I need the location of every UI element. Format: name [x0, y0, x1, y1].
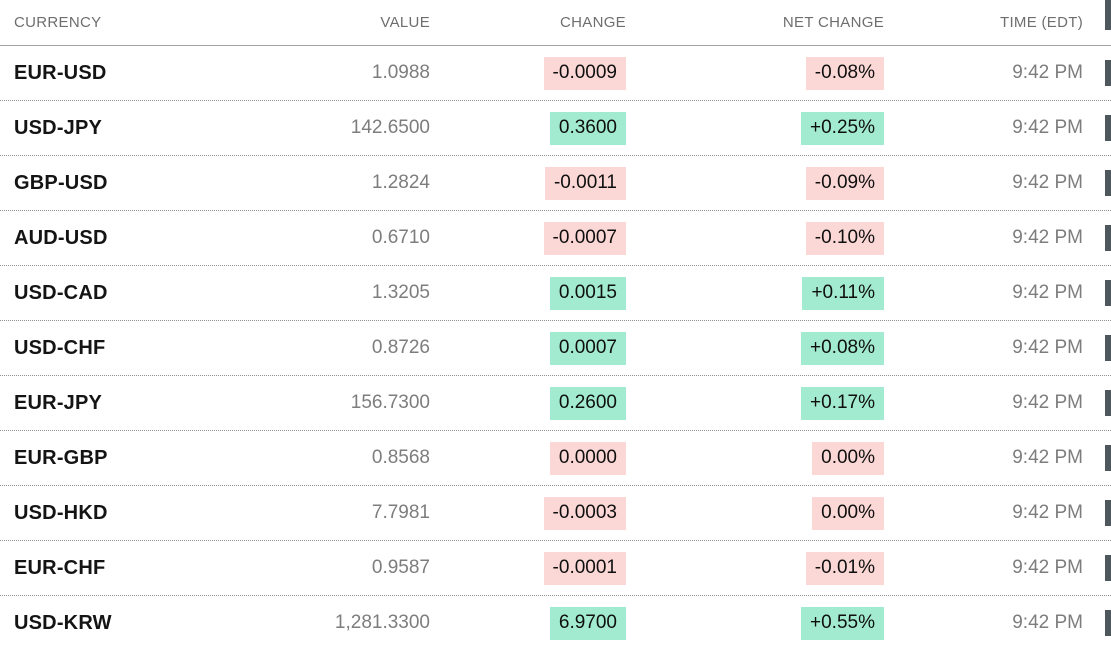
value-cell: 1.0988 [371, 62, 430, 83]
column-header-change: CHANGE [560, 14, 626, 31]
time-cell: 9:42 PM [1012, 337, 1083, 358]
clipped-next-column-mark [1105, 60, 1111, 86]
header-row: CURRENCY VALUE CHANGE NET CHANGE TIME (E… [0, 0, 1111, 46]
clipped-next-column-mark [1105, 335, 1111, 361]
change-badge: 0.2600 [549, 386, 626, 420]
currency-pair-label[interactable]: EUR-USD [14, 61, 107, 84]
table-row[interactable]: USD-CAD 1.3205 0.0015 +0.11% 9:42 PM [0, 266, 1111, 321]
value-cell: 142.6500 [350, 117, 430, 138]
net-change-badge: +0.11% [802, 276, 884, 310]
currency-pair-label[interactable]: AUD-USD [14, 226, 108, 249]
column-header-net-change: NET CHANGE [782, 14, 884, 31]
column-header-value: VALUE [380, 14, 430, 31]
table-row[interactable]: AUD-USD 0.6710 -0.0007 -0.10% 9:42 PM [0, 211, 1111, 266]
change-badge: 0.0007 [549, 331, 626, 365]
clipped-next-column-mark [1105, 500, 1111, 526]
currency-pair-label[interactable]: GBP-USD [14, 171, 108, 194]
change-badge: 6.9700 [549, 606, 626, 640]
time-cell: 9:42 PM [1012, 447, 1083, 468]
change-badge: -0.0001 [543, 551, 626, 585]
net-change-badge: +0.55% [801, 606, 884, 640]
table-row[interactable]: GBP-USD 1.2824 -0.0011 -0.09% 9:42 PM [0, 156, 1111, 211]
time-cell: 9:42 PM [1012, 557, 1083, 578]
currency-pair-label[interactable]: USD-KRW [14, 611, 112, 634]
clipped-next-column-mark [1105, 280, 1111, 306]
change-badge: 0.3600 [549, 111, 626, 145]
change-badge: -0.0003 [543, 496, 626, 530]
net-change-badge: 0.00% [812, 496, 884, 530]
table-row[interactable]: USD-HKD 7.7981 -0.0003 0.00% 9:42 PM [0, 486, 1111, 541]
value-cell: 7.7981 [371, 502, 430, 523]
value-cell: 0.8568 [371, 447, 430, 468]
net-change-badge: +0.08% [801, 331, 884, 365]
currency-pair-label[interactable]: EUR-GBP [14, 446, 108, 469]
table-row[interactable]: EUR-CHF 0.9587 -0.0001 -0.01% 9:42 PM [0, 541, 1111, 596]
clipped-next-column-mark [1105, 610, 1111, 636]
net-change-badge: -0.09% [805, 166, 884, 200]
net-change-badge: -0.08% [805, 56, 884, 90]
time-cell: 9:42 PM [1012, 117, 1083, 138]
value-cell: 0.9587 [371, 557, 430, 578]
clipped-next-column-mark [1105, 555, 1111, 581]
table-row[interactable]: USD-CHF 0.8726 0.0007 +0.08% 9:42 PM [0, 321, 1111, 376]
time-cell: 9:42 PM [1012, 62, 1083, 83]
net-change-badge: +0.25% [801, 111, 884, 145]
change-badge: -0.0009 [543, 56, 626, 90]
change-badge: 0.0000 [549, 441, 626, 475]
net-change-badge: 0.00% [812, 441, 884, 475]
clipped-next-column-mark [1105, 115, 1111, 141]
value-cell: 156.7300 [350, 392, 430, 413]
currency-pair-label[interactable]: USD-CHF [14, 336, 106, 359]
table-row[interactable]: EUR-GBP 0.8568 0.0000 0.00% 9:42 PM [0, 431, 1111, 486]
change-badge: 0.0015 [549, 276, 626, 310]
table-row[interactable]: USD-KRW 1,281.3300 6.9700 +0.55% 9:42 PM [0, 596, 1111, 648]
clipped-next-column-mark [1105, 445, 1111, 471]
value-cell: 1.3205 [371, 282, 430, 303]
table-row[interactable]: EUR-USD 1.0988 -0.0009 -0.08% 9:42 PM [0, 46, 1111, 101]
column-header-time: TIME (EDT) [1000, 14, 1083, 31]
time-cell: 9:42 PM [1012, 227, 1083, 248]
net-change-badge: +0.17% [801, 386, 884, 420]
column-header-currency: CURRENCY [14, 14, 102, 31]
net-change-badge: -0.10% [805, 221, 884, 255]
currency-pair-label[interactable]: USD-JPY [14, 116, 103, 139]
change-badge: -0.0007 [543, 221, 626, 255]
change-badge: -0.0011 [544, 166, 626, 200]
table-row[interactable]: EUR-JPY 156.7300 0.2600 +0.17% 9:42 PM [0, 376, 1111, 431]
clipped-next-column-mark [1105, 390, 1111, 416]
table-row[interactable]: USD-JPY 142.6500 0.3600 +0.25% 9:42 PM [0, 101, 1111, 156]
clipped-next-column-mark [1105, 225, 1111, 251]
time-cell: 9:42 PM [1012, 392, 1083, 413]
value-cell: 0.8726 [371, 337, 430, 358]
clipped-next-column-mark [1105, 0, 1111, 30]
currency-pair-label[interactable]: USD-CAD [14, 281, 108, 304]
time-cell: 9:42 PM [1012, 172, 1083, 193]
time-cell: 9:42 PM [1012, 502, 1083, 523]
value-cell: 0.6710 [371, 227, 430, 248]
value-cell: 1,281.3300 [334, 612, 430, 633]
currency-pair-label[interactable]: USD-HKD [14, 501, 108, 524]
time-cell: 9:42 PM [1012, 612, 1083, 633]
clipped-next-column-mark [1105, 170, 1111, 196]
time-cell: 9:42 PM [1012, 282, 1083, 303]
currency-pair-label[interactable]: EUR-JPY [14, 391, 103, 414]
table-body: EUR-USD 1.0988 -0.0009 -0.08% 9:42 PM US… [0, 46, 1111, 648]
net-change-badge: -0.01% [805, 551, 884, 585]
currency-pair-label[interactable]: EUR-CHF [14, 556, 106, 579]
value-cell: 1.2824 [371, 172, 430, 193]
